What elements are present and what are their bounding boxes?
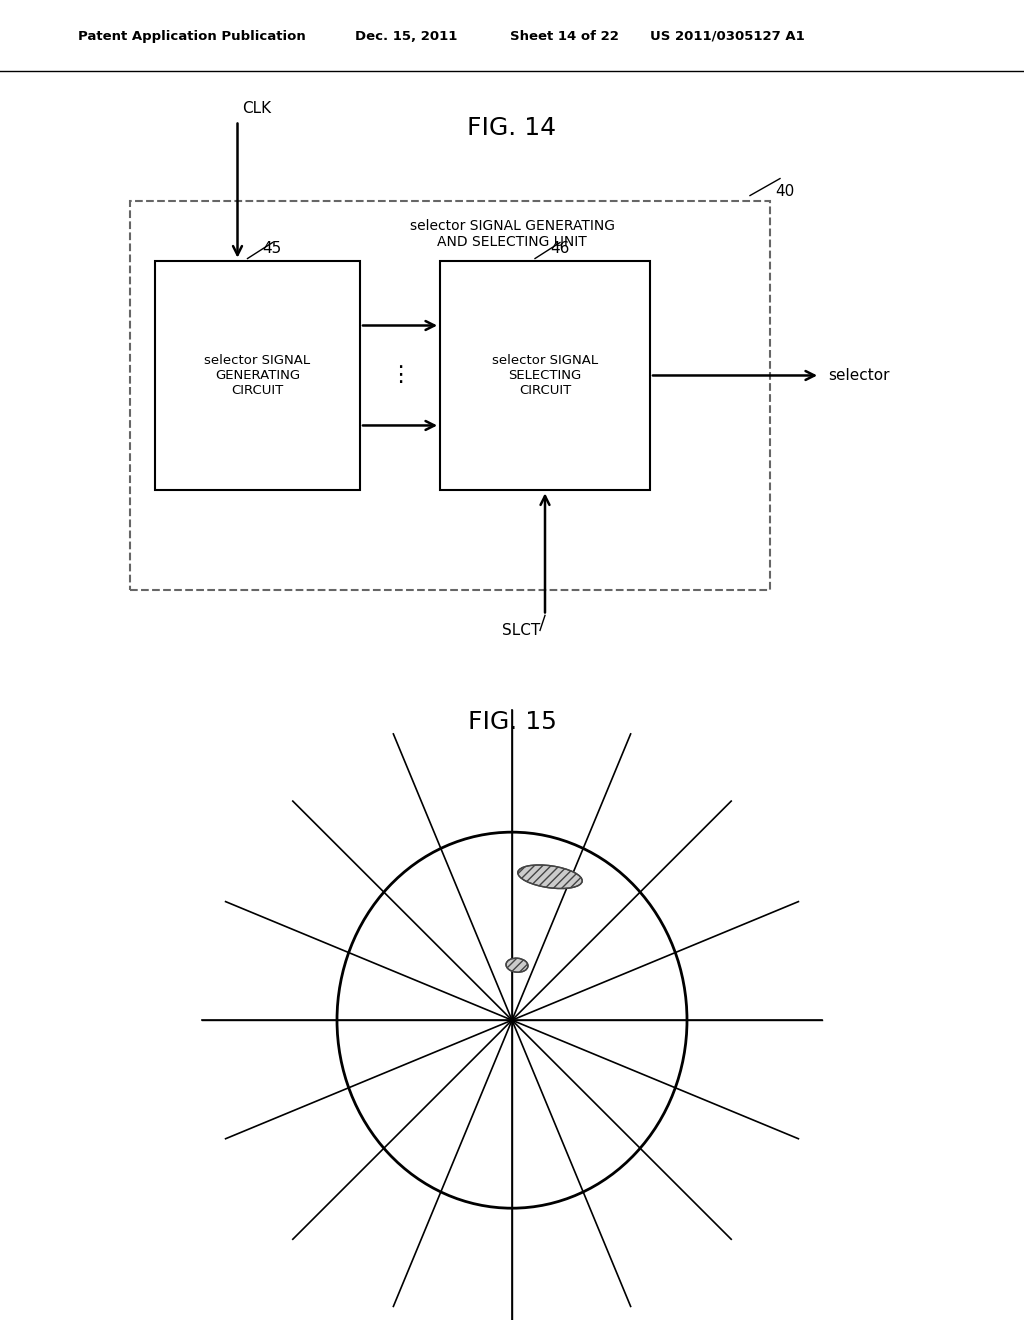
Text: SLCT: SLCT [502,623,540,638]
Text: Sheet 14 of 22: Sheet 14 of 22 [510,30,618,42]
Text: US 2011/0305127 A1: US 2011/0305127 A1 [650,30,805,42]
Ellipse shape [518,865,583,888]
Text: selector: selector [828,368,890,383]
Text: FIG. 14: FIG. 14 [467,116,557,140]
Text: selector SIGNAL
GENERATING
CIRCUIT: selector SIGNAL GENERATING CIRCUIT [205,354,310,397]
FancyBboxPatch shape [440,260,650,491]
Text: 45: 45 [262,240,282,256]
Ellipse shape [506,958,528,973]
Text: selector SIGNAL GENERATING
AND SELECTING UNIT: selector SIGNAL GENERATING AND SELECTING… [410,219,614,248]
FancyBboxPatch shape [155,260,360,491]
Text: 40: 40 [775,183,795,198]
Text: FIG. 15: FIG. 15 [468,710,556,734]
Text: selector SIGNAL
SELECTING
CIRCUIT: selector SIGNAL SELECTING CIRCUIT [492,354,598,397]
Text: Dec. 15, 2011: Dec. 15, 2011 [355,30,458,42]
Text: ⋮: ⋮ [389,366,411,385]
Text: 46: 46 [550,240,569,256]
Text: CLK: CLK [243,100,271,116]
Text: Patent Application Publication: Patent Application Publication [78,30,306,42]
